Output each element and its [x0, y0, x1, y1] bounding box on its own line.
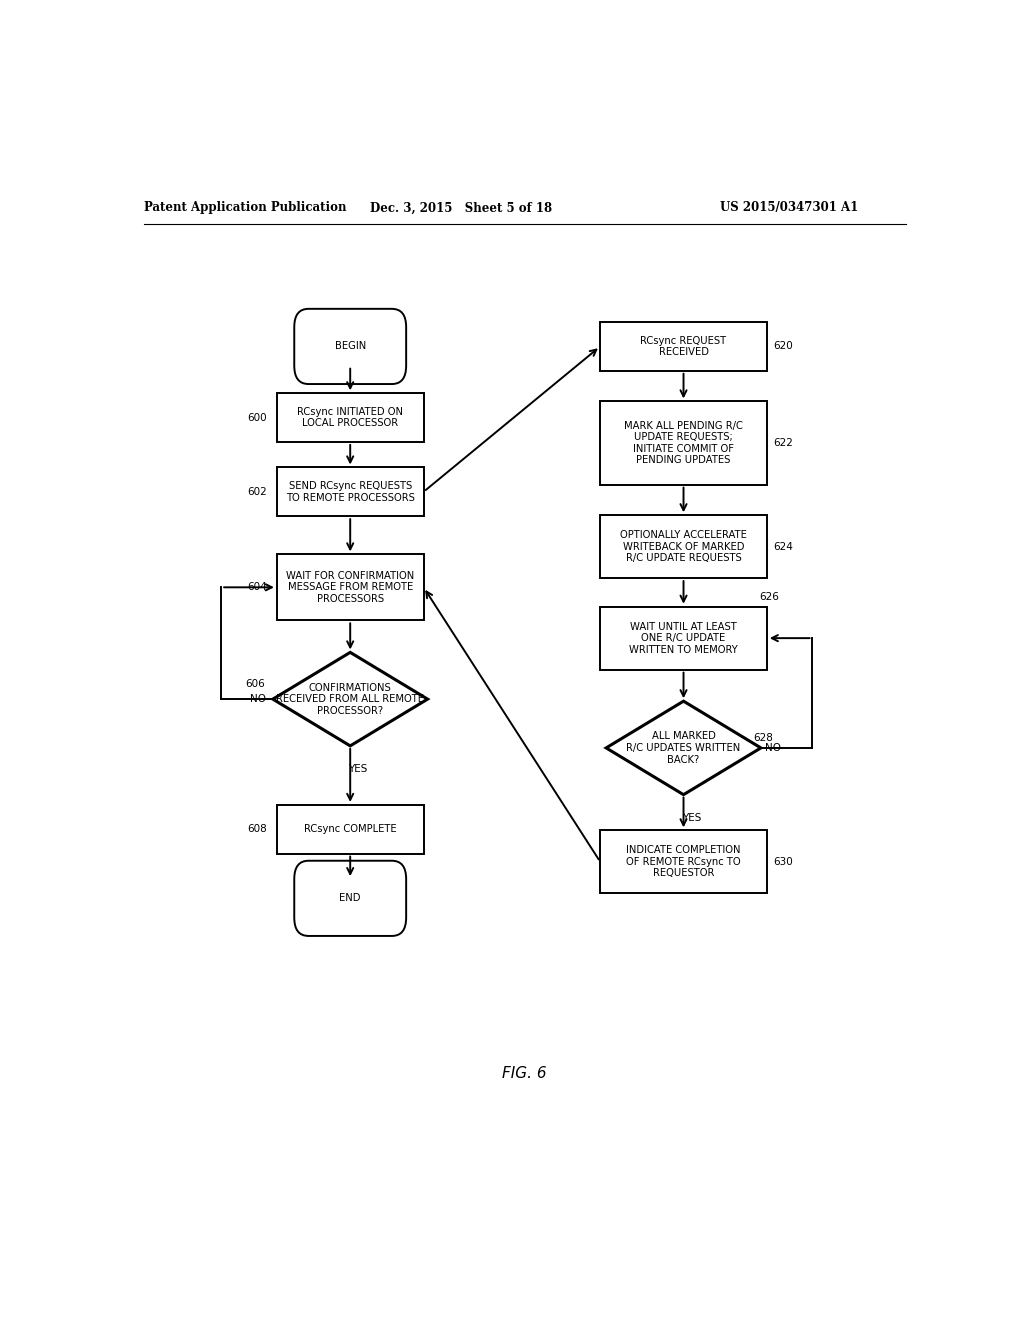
Text: SEND RCsync REQUESTS
TO REMOTE PROCESSORS: SEND RCsync REQUESTS TO REMOTE PROCESSOR… [286, 480, 415, 503]
FancyBboxPatch shape [600, 830, 767, 894]
FancyBboxPatch shape [294, 861, 407, 936]
Text: RCsync REQUEST
RECEIVED: RCsync REQUEST RECEIVED [640, 335, 727, 358]
Text: 608: 608 [248, 824, 267, 834]
FancyBboxPatch shape [294, 309, 407, 384]
Text: NO: NO [765, 743, 781, 752]
Text: 624: 624 [773, 541, 793, 552]
Text: US 2015/0347301 A1: US 2015/0347301 A1 [720, 202, 858, 214]
Text: FIG. 6: FIG. 6 [503, 1065, 547, 1081]
Text: END: END [340, 894, 360, 903]
FancyBboxPatch shape [600, 401, 767, 484]
Text: INDICATE COMPLETION
OF REMOTE RCsync TO
REQUESTOR: INDICATE COMPLETION OF REMOTE RCsync TO … [627, 845, 740, 878]
Text: RCsync INITIATED ON
LOCAL PROCESSOR: RCsync INITIATED ON LOCAL PROCESSOR [297, 407, 403, 429]
Text: 604: 604 [248, 582, 267, 593]
Text: YES: YES [682, 813, 701, 822]
Polygon shape [272, 652, 428, 746]
Text: WAIT FOR CONFIRMATION
MESSAGE FROM REMOTE
PROCESSORS: WAIT FOR CONFIRMATION MESSAGE FROM REMOT… [286, 570, 415, 605]
Text: MARK ALL PENDING R/C
UPDATE REQUESTS;
INITIATE COMMIT OF
PENDING UPDATES: MARK ALL PENDING R/C UPDATE REQUESTS; IN… [624, 421, 743, 466]
Text: 602: 602 [248, 487, 267, 496]
Text: NO: NO [251, 694, 266, 704]
Text: Patent Application Publication: Patent Application Publication [143, 202, 346, 214]
Text: 628: 628 [753, 733, 773, 743]
Text: 600: 600 [248, 413, 267, 422]
Text: RCsync COMPLETE: RCsync COMPLETE [304, 824, 396, 834]
Text: Dec. 3, 2015   Sheet 5 of 18: Dec. 3, 2015 Sheet 5 of 18 [371, 202, 552, 214]
FancyBboxPatch shape [276, 467, 424, 516]
Text: 630: 630 [773, 857, 793, 867]
FancyBboxPatch shape [276, 805, 424, 854]
Text: 622: 622 [773, 438, 793, 447]
Text: OPTIONALLY ACCELERATE
WRITEBACK OF MARKED
R/C UPDATE REQUESTS: OPTIONALLY ACCELERATE WRITEBACK OF MARKE… [621, 531, 746, 564]
Text: 626: 626 [759, 591, 779, 602]
Text: YES: YES [348, 764, 368, 774]
FancyBboxPatch shape [276, 393, 424, 442]
FancyBboxPatch shape [600, 515, 767, 578]
Text: 620: 620 [773, 342, 793, 351]
Text: BEGIN: BEGIN [335, 342, 366, 351]
FancyBboxPatch shape [600, 322, 767, 371]
Text: CONFIRMATIONS
RECEIVED FROM ALL REMOTE
PROCESSOR?: CONFIRMATIONS RECEIVED FROM ALL REMOTE P… [276, 682, 424, 715]
Text: ALL MARKED
R/C UPDATES WRITTEN
BACK?: ALL MARKED R/C UPDATES WRITTEN BACK? [627, 731, 740, 764]
FancyBboxPatch shape [600, 607, 767, 669]
Polygon shape [606, 701, 761, 795]
FancyBboxPatch shape [276, 554, 424, 620]
Text: 606: 606 [245, 678, 265, 689]
Text: WAIT UNTIL AT LEAST
ONE R/C UPDATE
WRITTEN TO MEMORY: WAIT UNTIL AT LEAST ONE R/C UPDATE WRITT… [629, 622, 738, 655]
